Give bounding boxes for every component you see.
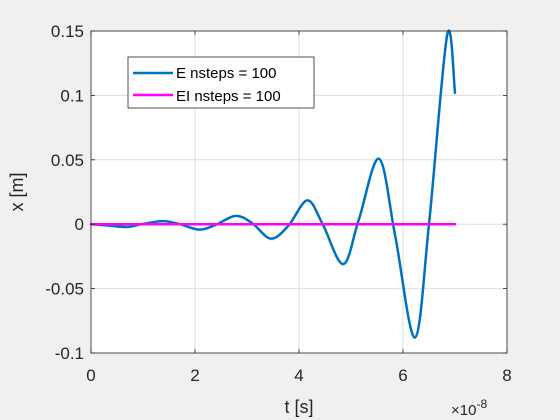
tick-labels: 0 2 4 6 8 -0.1 -0.05 0 0.05 0.1 0.15 <box>45 22 511 385</box>
x-tick-label: 0 <box>86 366 95 385</box>
y-tick-label: 0.05 <box>51 151 84 170</box>
legend-label-ei: EI nsteps = 100 <box>176 88 281 105</box>
x-tick-label: 6 <box>398 366 407 385</box>
x-exponent-power: -8 <box>476 397 487 411</box>
y-tick-label: 0.15 <box>51 22 84 41</box>
y-axis-label: x [m] <box>7 173 27 212</box>
x-axis-label: t [s] <box>284 397 313 417</box>
x-exponent-label: ×10-8 <box>451 397 487 419</box>
series-line-e <box>89 29 457 339</box>
y-tick-label: -0.1 <box>55 344 84 363</box>
legend: E nsteps = 100 EI nsteps = 100 <box>127 56 315 109</box>
series-layer <box>89 29 457 339</box>
y-tick-label: 0 <box>75 215 84 234</box>
x-exponent-base: ×10 <box>451 402 476 419</box>
x-tick-label: 4 <box>294 366 303 385</box>
x-tick-label: 2 <box>190 366 199 385</box>
ticks <box>90 30 508 354</box>
x-tick-label: 8 <box>502 366 511 385</box>
legend-box <box>127 56 315 109</box>
legend-label-e: E nsteps = 100 <box>176 65 277 82</box>
y-tick-label: 0.1 <box>60 86 84 105</box>
y-tick-label: -0.05 <box>45 280 84 299</box>
